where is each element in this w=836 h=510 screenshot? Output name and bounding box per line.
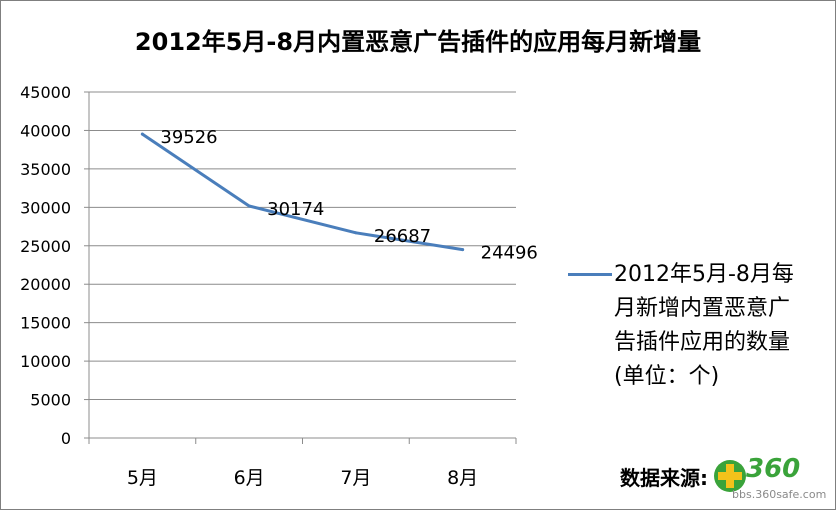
- data-labels: 39526 30174 26687 24496: [160, 127, 538, 264]
- y-tick-label: 5000: [30, 391, 71, 410]
- data-point: [354, 231, 358, 235]
- source-label: 数据来源:: [620, 466, 708, 490]
- y-tick-label: 20000: [20, 275, 71, 294]
- y-tick-label: 30000: [20, 198, 71, 217]
- data-point: [461, 248, 465, 252]
- x-tick-label: 5月: [127, 467, 158, 489]
- logo-url: bbs.360safe.com: [732, 488, 827, 501]
- legend-label: 2012年5月-8月每 月新增内置恶意广 告插件应用的数量 (单位：个): [614, 258, 834, 394]
- x-tick-labels: 5月 6月 7月 8月: [127, 467, 478, 489]
- legend-line-3: 告插件应用的数量: [614, 330, 791, 355]
- legend-line-4: (单位：个): [614, 364, 720, 389]
- y-tick-label: 10000: [20, 352, 71, 371]
- data-point: [247, 204, 251, 208]
- data-label: 39526: [160, 127, 217, 148]
- y-tick-labels: 0 5000 10000 15000 20000 25000 30000 35000 40000…: [20, 83, 71, 448]
- data-point: [140, 132, 144, 136]
- series-line: [140, 132, 465, 252]
- x-tick-label: 6月: [234, 467, 265, 489]
- grid-lines: [89, 91, 516, 401]
- y-tick-label: 45000: [20, 83, 71, 102]
- legend-line-1: 2012年5月-8月每: [614, 262, 794, 287]
- axes: [84, 91, 517, 444]
- y-tick-label: 40000: [20, 121, 71, 140]
- series-lines: [140, 132, 465, 252]
- x-tick-label: 7月: [340, 467, 371, 489]
- y-tick-label: 0: [61, 429, 71, 448]
- logo-360: 360 bbs.360safe.com: [706, 452, 830, 506]
- logo-plus-icon: [714, 460, 746, 492]
- chart-title: 2012年5月-8月内置恶意广告插件的应用每月新增量: [134, 28, 702, 56]
- data-label: 26687: [374, 226, 431, 247]
- logo-text: 360: [746, 454, 801, 484]
- y-tick-label: 25000: [20, 237, 71, 256]
- x-tick-label: 8月: [447, 467, 478, 489]
- data-label: 30174: [267, 199, 324, 220]
- data-label: 24496: [481, 243, 538, 264]
- y-tick-label: 15000: [20, 314, 71, 333]
- legend-line-2: 月新增内置恶意广: [614, 296, 791, 321]
- legend-swatch: [568, 273, 612, 276]
- y-tick-label: 35000: [20, 160, 71, 179]
